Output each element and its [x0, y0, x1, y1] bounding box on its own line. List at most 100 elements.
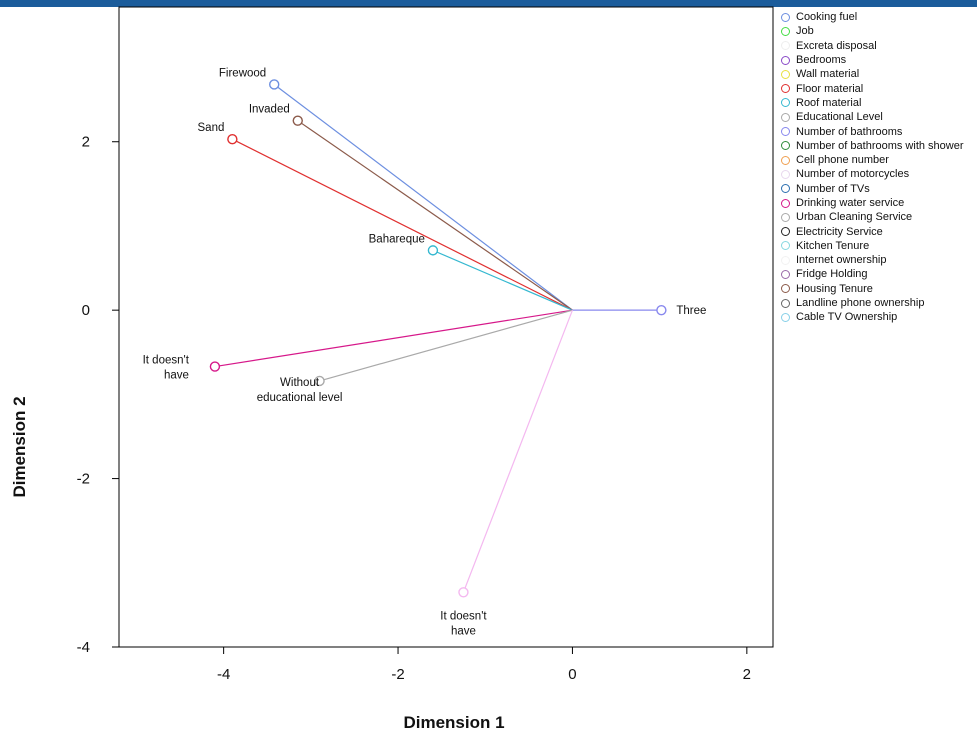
x-tick-label: 0 [568, 666, 576, 683]
legend-label: Kitchen Tenure [796, 239, 870, 252]
legend-marker-icon [781, 41, 790, 51]
legend-label: Number of bathrooms with shower [796, 139, 964, 152]
legend-item: Number of motorcycles [781, 167, 964, 181]
legend-marker-icon [781, 69, 790, 79]
vector-line [432, 249, 573, 311]
legend-item: Drinking water service [781, 196, 964, 210]
legend-label: Educational Level [796, 111, 883, 124]
legend-label: Internet ownership [796, 254, 887, 267]
y-tick-label: -4 [77, 639, 90, 656]
legend-item: Roof material [781, 96, 964, 110]
legend-label: Excreta disposal [796, 39, 877, 52]
legend-label: Electricity Service [796, 225, 883, 238]
point-marker [458, 587, 469, 598]
legend-item: Cooking fuel [781, 10, 964, 24]
y-tick-label: 2 [82, 134, 90, 151]
legend-label: Cable TV Ownership [796, 311, 898, 324]
legend-label: Job [796, 25, 814, 38]
legend-item: Excreta disposal [781, 39, 964, 53]
legend-label: Floor material [796, 82, 864, 95]
point-label: It doesn't [440, 610, 487, 622]
point-label: Sand [198, 122, 225, 134]
legend-marker-icon [781, 184, 790, 194]
point-label: educational level [257, 392, 343, 404]
point-label: Firewood [219, 67, 266, 79]
point-label: It doesn't [143, 355, 190, 367]
point-label: have [164, 370, 189, 382]
legend-marker-icon [781, 55, 790, 65]
legend-marker-icon [781, 284, 790, 294]
legend-marker-icon [781, 255, 790, 265]
x-tick-label: 2 [743, 666, 751, 683]
point-label: Invaded [249, 104, 290, 116]
legend-item: Number of bathrooms with shower [781, 139, 964, 153]
legend-marker-icon [781, 98, 790, 108]
legend-item: Landline phone ownership [781, 296, 964, 310]
y-axis-title: Dimension 2 [10, 396, 29, 497]
legend-marker-icon [781, 112, 790, 122]
legend-item: Cell phone number [781, 153, 964, 167]
legend-label: Number of motorcycles [796, 168, 910, 181]
legend-label: Drinking water service [796, 197, 905, 209]
legend-label: Wall material [796, 68, 860, 81]
legend-marker-icon [781, 12, 790, 22]
x-axis-title: Dimension 1 [403, 713, 504, 732]
legend-item: Housing Tenure [781, 282, 964, 296]
legend-label: Landline phone ownership [796, 297, 925, 310]
legend-marker-icon [781, 298, 790, 308]
x-tick-label: -2 [391, 666, 404, 683]
legend-item: Job [781, 24, 964, 38]
legend-item: Cable TV Ownership [781, 310, 964, 324]
legend-marker-icon [781, 241, 790, 251]
legend-label: Number of TVs [796, 182, 870, 195]
vector-line [297, 120, 573, 311]
plot-frame [118, 6, 774, 648]
legend-marker-icon [781, 212, 790, 222]
point-label: Three [676, 305, 706, 317]
legend-item: Wall material [781, 67, 964, 81]
legend-item: Electricity Service [781, 224, 964, 238]
point-label: Bahareque [369, 233, 425, 245]
x-tick-label: -4 [217, 666, 230, 683]
legend-item: Number of bathrooms [781, 124, 964, 138]
legend-marker-icon [781, 312, 790, 322]
legend-marker-icon [781, 227, 790, 237]
legend-label: Bedrooms [796, 54, 847, 67]
point-marker [269, 79, 280, 90]
legend-marker-icon [781, 127, 790, 137]
legend-item: Urban Cleaning Service [781, 210, 964, 224]
y-tick-label: 0 [82, 302, 90, 319]
legend-marker-icon [781, 198, 790, 208]
vector-line [232, 138, 573, 311]
vector-line [214, 309, 573, 368]
point-marker [292, 115, 303, 126]
legend: Cooking fuel Job Excreta disposal Bedrooms W… [781, 10, 964, 325]
legend-marker-icon [781, 26, 790, 36]
vector-line [319, 309, 573, 382]
point-markers [209, 79, 667, 598]
legend-item: Educational Level [781, 110, 964, 124]
legend-item: Fridge Holding [781, 267, 964, 281]
legend-label: Cell phone number [796, 154, 889, 167]
legend-label: Cooking fuel [796, 11, 858, 24]
legend-item: Kitchen Tenure [781, 239, 964, 253]
axes-group: -4 -2 0 2 -4 -2 0 2 [77, 134, 751, 683]
vector-lines [214, 83, 662, 593]
point-marker [227, 134, 238, 145]
legend-marker-icon [781, 155, 790, 165]
point-marker [427, 245, 439, 256]
point-marker [656, 304, 667, 316]
legend-item: Number of TVs [781, 182, 964, 196]
legend-item: Bedrooms [781, 53, 964, 67]
legend-marker-icon [781, 141, 790, 151]
legend-item: Floor material [781, 81, 964, 95]
point-labels: Firewood Invaded Sand Bahareque Three It does… [143, 67, 707, 637]
point-marker [209, 361, 221, 372]
legend-item: Internet ownership [781, 253, 964, 267]
point-marker [314, 375, 325, 387]
window-top-bar [0, 0, 977, 7]
legend-label: Roof material [796, 96, 862, 109]
point-label: have [451, 625, 476, 637]
legend-marker-icon [781, 169, 790, 179]
